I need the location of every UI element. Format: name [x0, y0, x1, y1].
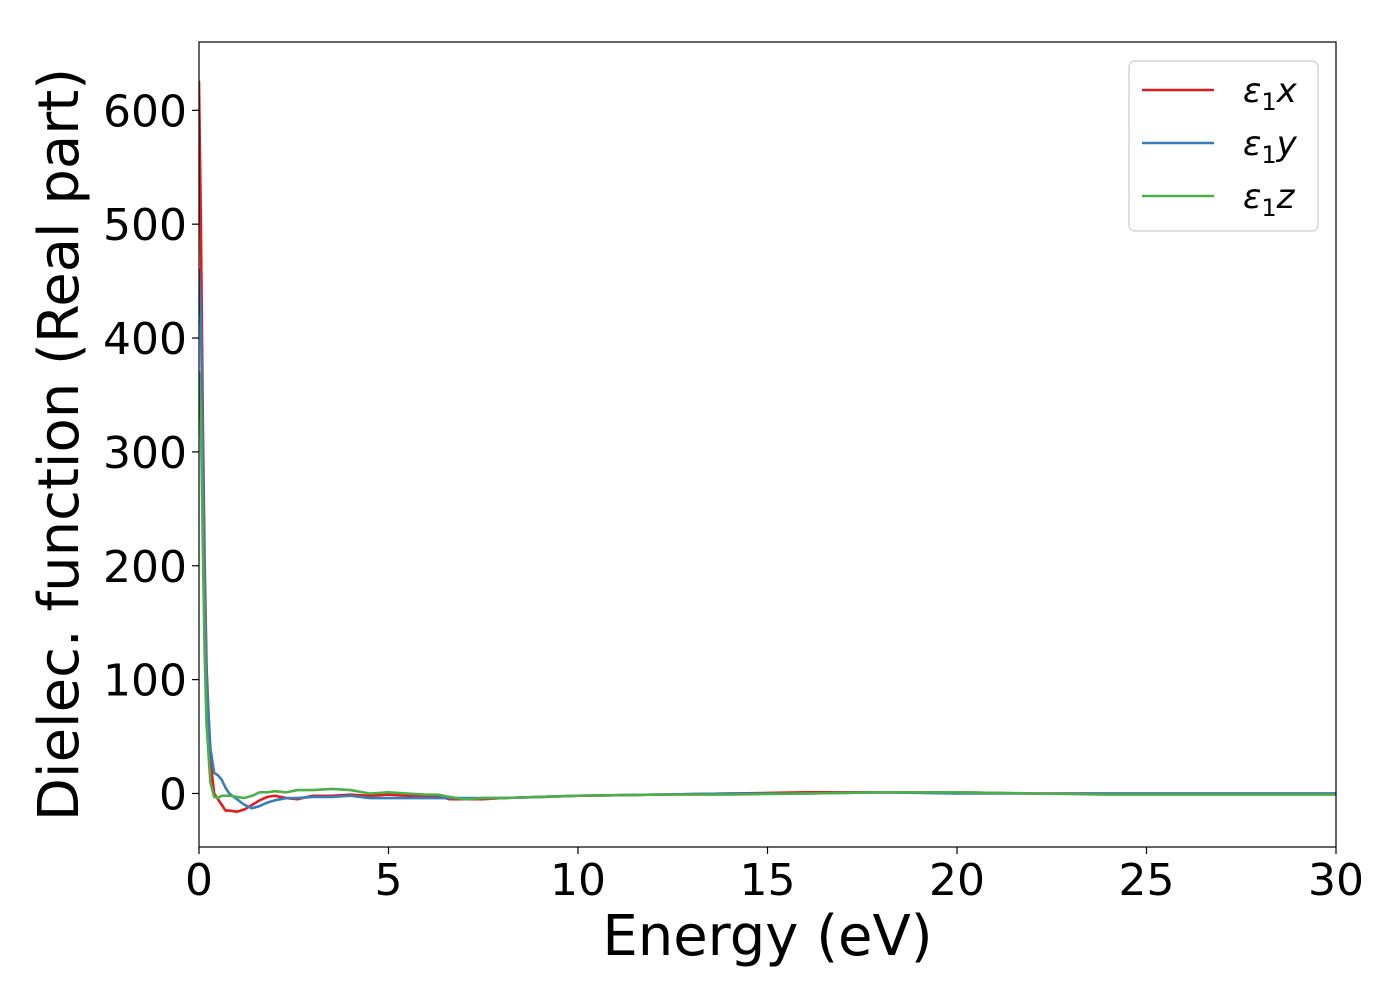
- x-tick-label: 0: [185, 855, 213, 906]
- x-tick-label: 10: [550, 855, 606, 906]
- y-tick-label: 0: [159, 769, 187, 820]
- x-axis-title: Energy (eV): [602, 904, 932, 969]
- x-tick-label: 5: [375, 855, 403, 906]
- y-tick-label: 500: [103, 200, 187, 251]
- x-tick-label: 25: [1119, 855, 1175, 906]
- legend-label-z: ε1z: [1243, 177, 1296, 222]
- x-tick-label: 15: [740, 855, 796, 906]
- x-tick-label: 30: [1308, 855, 1364, 906]
- series-line-z: [199, 370, 1336, 801]
- legend-label-y: ε1y: [1243, 124, 1298, 169]
- x-tick-label: 20: [929, 855, 985, 906]
- y-tick-label: 600: [103, 86, 187, 137]
- legend-box: [1128, 60, 1319, 232]
- legend: ε1x ε1y ε1z: [1128, 60, 1319, 232]
- y-tick-label: 400: [103, 314, 187, 365]
- y-axis-title: Dielec. function (Real part): [27, 68, 92, 821]
- y-tick-label: 100: [103, 656, 187, 707]
- y-tick-label: 200: [103, 542, 187, 593]
- y-tick-label: 300: [103, 428, 187, 479]
- legend-label-x: ε1x: [1243, 71, 1298, 116]
